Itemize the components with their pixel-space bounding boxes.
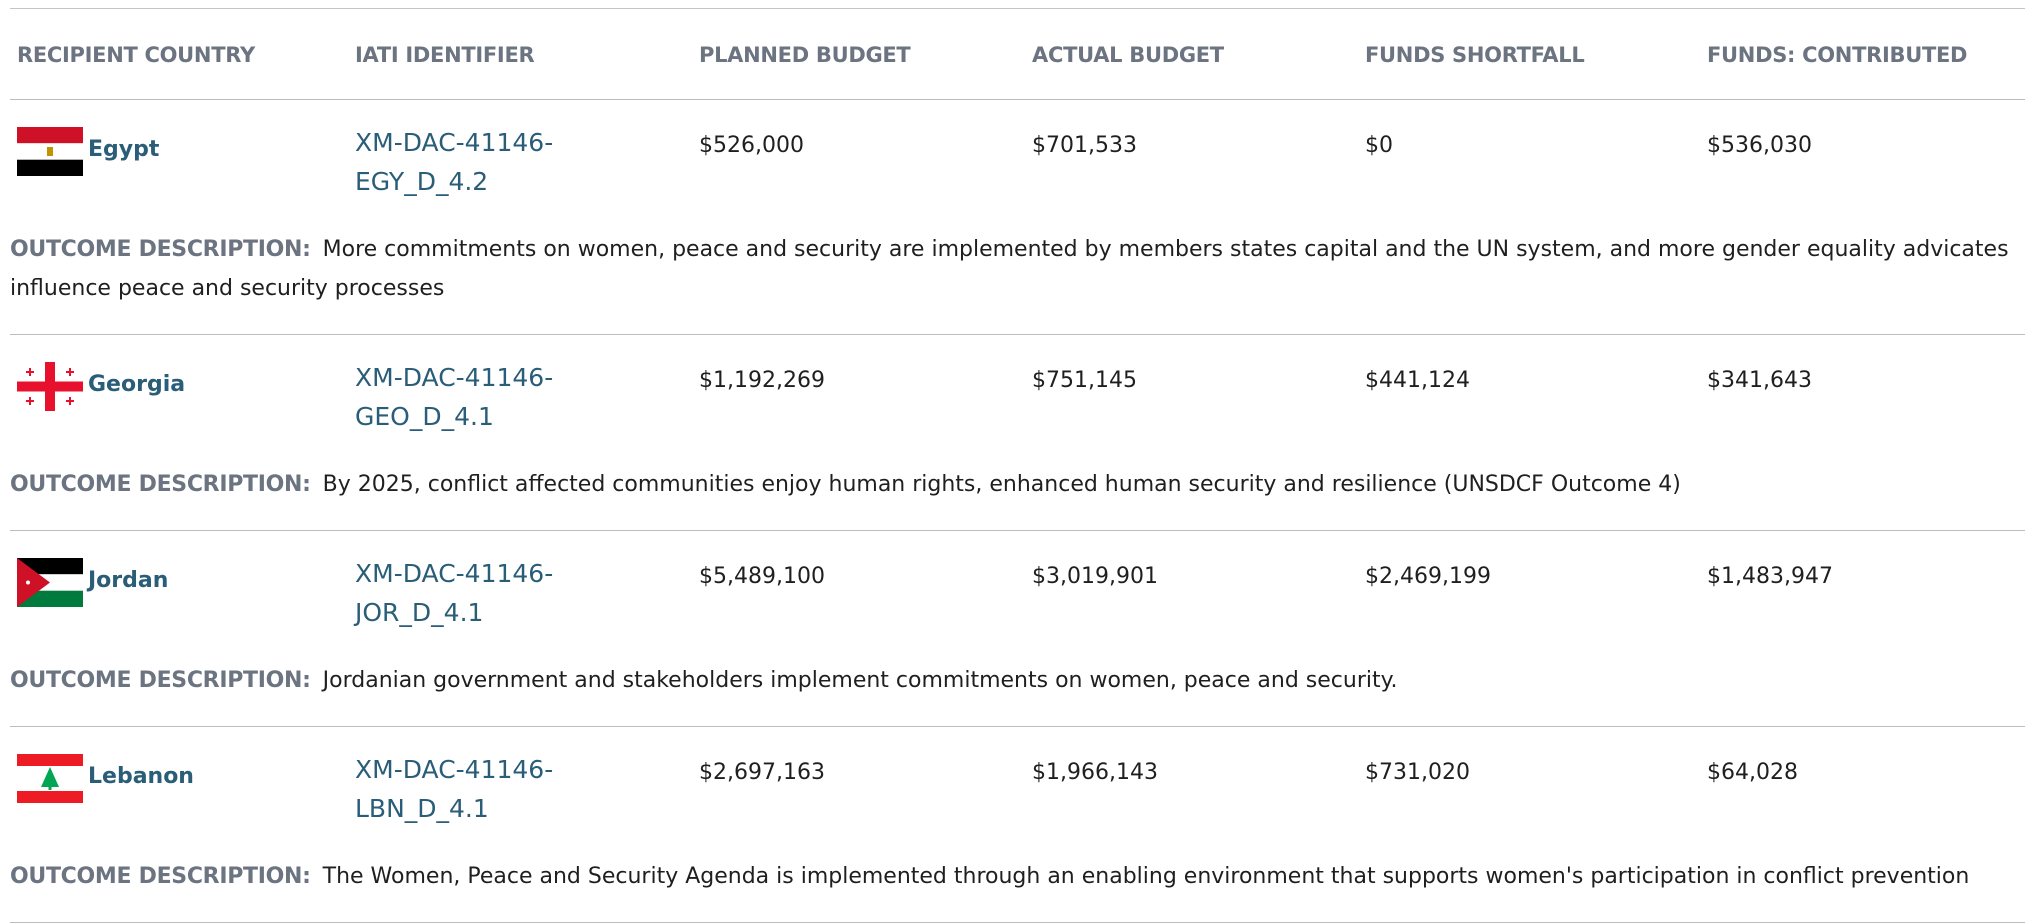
table-body: Egypt XM-DAC-41146-EGY_D_4.2 $526,000 $701,… [10, 100, 2025, 923]
column-header: FUNDS SHORTFALL [1365, 43, 1585, 67]
iati-identifier: XM-DAC-41146-JOR_D_4.1 [355, 559, 554, 627]
iati-identifier: XM-DAC-41146-GEO_D_4.1 [355, 363, 554, 431]
contributed-budget: $341,643 [1707, 368, 1812, 393]
outcome-description: OUTCOME DESCRIPTION: By 2025, conflict af… [10, 465, 2025, 530]
shortfall-budget: $731,020 [1365, 760, 1470, 785]
actual-budget: $1,966,143 [1032, 760, 1158, 785]
flag [17, 362, 83, 411]
table-row: Lebanon XM-DAC-41146-LBN_D_4.1 $2,697,163 $… [10, 727, 2025, 923]
outcome-text: More commitments on women, peace and sec… [10, 237, 2009, 301]
planned-budget: $2,697,163 [699, 760, 825, 785]
contributed-budget: $1,483,947 [1707, 564, 1833, 589]
iati-identifier: XM-DAC-41146-LBN_D_4.1 [355, 755, 554, 823]
table-row: Georgia XM-DAC-41146-GEO_D_4.1 $1,192,269 $… [10, 335, 2025, 531]
country-name: Jordan [88, 568, 169, 593]
row-main: Georgia XM-DAC-41146-GEO_D_4.1 $1,192,269 $… [10, 335, 2025, 465]
row-main: Jordan XM-DAC-41146-JOR_D_4.1 $5,489,100 $3… [10, 531, 2025, 661]
column-header: FUNDS: CONTRIBUTED [1707, 43, 1968, 67]
table-header: RECIPIENT COUNTRY IATI IDENTIFIER PLANNED … [10, 9, 2025, 100]
outcome-text: By 2025, conflict affected communities e… [322, 472, 1681, 497]
outcome-description: OUTCOME DESCRIPTION: The Women, Peace and… [10, 857, 2025, 922]
table-row: Jordan XM-DAC-41146-JOR_D_4.1 $5,489,100 $3… [10, 531, 2025, 727]
country-name: Lebanon [88, 764, 194, 789]
flag [17, 754, 83, 803]
outcome-label: OUTCOME DESCRIPTION: [10, 864, 311, 889]
actual-budget: $751,145 [1032, 368, 1137, 393]
planned-budget: $5,489,100 [699, 564, 825, 589]
outcome-text: Jordanian government and stakeholders im… [322, 668, 1398, 693]
outcome-label: OUTCOME DESCRIPTION: [10, 668, 311, 693]
planned-budget: $1,192,269 [699, 368, 825, 393]
table: RECIPIENT COUNTRY IATI IDENTIFIER PLANNED … [10, 8, 2025, 923]
iati-identifier: XM-DAC-41146-EGY_D_4.2 [355, 128, 554, 196]
shortfall-budget: $2,469,199 [1365, 564, 1491, 589]
flag [17, 558, 83, 607]
shortfall-budget: $0 [1365, 133, 1393, 158]
column-header: IATI IDENTIFIER [355, 43, 535, 67]
planned-budget: $526,000 [699, 133, 804, 158]
column-header: PLANNED BUDGET [699, 43, 911, 67]
shortfall-budget: $441,124 [1365, 368, 1470, 393]
column-header: RECIPIENT COUNTRY [17, 43, 255, 67]
column-header: ACTUAL BUDGET [1032, 43, 1224, 67]
actual-budget: $701,533 [1032, 133, 1137, 158]
outcome-text: The Women, Peace and Security Agenda is … [322, 864, 1970, 889]
outcome-description: OUTCOME DESCRIPTION: More commitments on … [10, 230, 2025, 334]
contributed-budget: $536,030 [1707, 133, 1812, 158]
outcome-label: OUTCOME DESCRIPTION: [10, 237, 311, 262]
outcome-label: OUTCOME DESCRIPTION: [10, 472, 311, 497]
country-name: Egypt [88, 137, 160, 162]
outcome-description: OUTCOME DESCRIPTION: Jordanian government… [10, 661, 2025, 726]
country-name: Georgia [88, 372, 186, 397]
row-main: Egypt XM-DAC-41146-EGY_D_4.2 $526,000 $701,… [10, 100, 2025, 230]
row-main: Lebanon XM-DAC-41146-LBN_D_4.1 $2,697,163 $… [10, 727, 2025, 857]
actual-budget: $3,019,901 [1032, 564, 1158, 589]
flag [17, 127, 83, 176]
table-row: Egypt XM-DAC-41146-EGY_D_4.2 $526,000 $701,… [10, 100, 2025, 335]
contributed-budget: $64,028 [1707, 760, 1798, 785]
